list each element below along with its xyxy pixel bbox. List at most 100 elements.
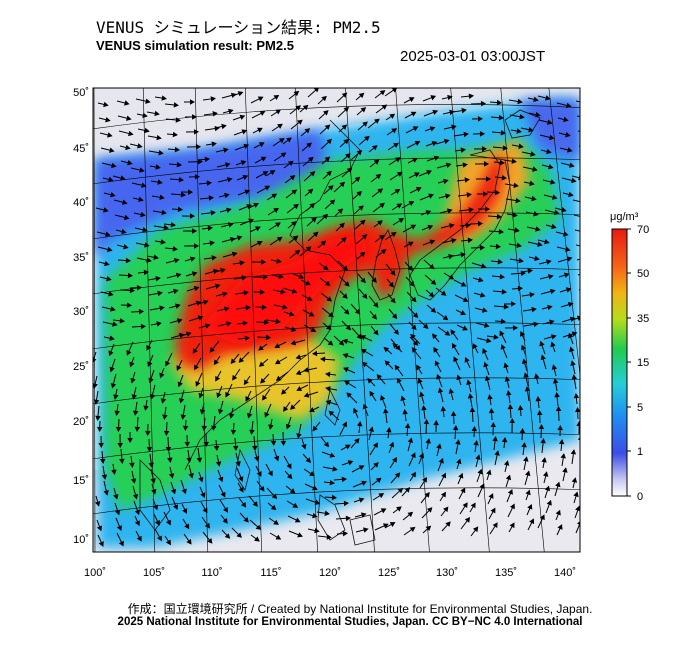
wind-arrow-head xyxy=(561,207,567,213)
wind-arrow-head xyxy=(407,437,414,444)
wind-arrow-head xyxy=(223,147,229,153)
wind-arrow-head xyxy=(482,307,488,313)
wind-arrow-head xyxy=(568,332,574,339)
wind-arrow-head xyxy=(539,514,545,521)
wind-arrow-head xyxy=(172,246,178,252)
wind-arrow-head xyxy=(396,506,402,512)
wind-arrow-head xyxy=(291,189,298,195)
wind-arrow-head xyxy=(422,323,429,329)
wind-arrow-head xyxy=(275,318,281,325)
wind-arrow-head xyxy=(274,359,281,365)
wind-arrow-head xyxy=(389,113,396,119)
wind-arrow-head xyxy=(428,193,434,199)
wind-arrow-head xyxy=(381,104,388,110)
wind-arrow-head xyxy=(394,189,401,195)
wind-arrow-head xyxy=(240,160,247,166)
wind-arrow-head xyxy=(280,288,286,295)
wind-arrow-head xyxy=(319,356,326,363)
wind-arrow-head xyxy=(108,291,114,297)
wind-arrow-head xyxy=(123,244,129,250)
wind-arrow-head xyxy=(455,439,461,445)
wind-arrow-head xyxy=(324,280,331,286)
wind-arrow-head xyxy=(343,309,350,315)
wind-arrow-head xyxy=(193,243,200,249)
wind-arrow-head xyxy=(460,310,466,316)
wind-arrow-head xyxy=(124,100,130,106)
wind-arrow-head xyxy=(238,486,244,493)
wind-arrow-head xyxy=(571,374,578,380)
wind-arrow-head xyxy=(136,535,142,542)
wind-arrow-head xyxy=(155,164,161,170)
wind-arrow-head xyxy=(342,530,349,537)
colorbar-tick-label: 15 xyxy=(637,357,649,369)
wind-arrow xyxy=(571,175,580,179)
wind-arrow-head xyxy=(275,109,282,115)
wind-arrow-head xyxy=(550,341,556,348)
wind-arrow-head xyxy=(165,360,171,367)
wind-arrow-head xyxy=(230,429,237,436)
wind-arrow-head xyxy=(531,306,537,313)
wind-arrow-head xyxy=(447,94,453,101)
wind-arrow-head xyxy=(402,409,408,415)
wind-arrow-head xyxy=(178,176,185,183)
wind-arrow-head xyxy=(239,260,245,266)
lat-tick-label: 15˚ xyxy=(73,475,89,487)
wind-arrow-head xyxy=(464,516,471,523)
wind-arrow-head xyxy=(342,293,348,299)
wind-arrow-head xyxy=(245,396,251,402)
wind-arrow-head xyxy=(377,188,384,194)
wind-arrow-head xyxy=(378,234,385,240)
wind-arrow-head xyxy=(167,457,173,463)
wind-arrow-head xyxy=(109,366,115,373)
wind-arrow-head xyxy=(307,156,314,163)
wind-arrow-head xyxy=(588,285,592,289)
wind-arrow-head xyxy=(569,346,575,353)
wind-arrow-head xyxy=(127,272,134,279)
wind-arrow-head xyxy=(202,507,208,514)
wind-arrow-head xyxy=(432,333,438,340)
wind-arrow-head xyxy=(369,390,375,397)
wind-arrow-head xyxy=(574,406,580,413)
wind-arrow-head xyxy=(521,442,527,448)
wind-arrow-head xyxy=(563,231,569,237)
wind-arrow-head xyxy=(448,388,455,394)
wind-arrow-head xyxy=(576,420,580,427)
wind-arrow-head xyxy=(484,322,490,328)
lon-tick-label: 110˚ xyxy=(201,567,222,579)
wind-arrow-head xyxy=(571,177,577,184)
wind-arrow-head xyxy=(328,410,335,417)
wind-arrow-head xyxy=(138,196,144,203)
wind-arrow-head xyxy=(130,377,136,384)
wind-arrow-head xyxy=(224,533,231,539)
wind-arrow-head xyxy=(473,440,479,446)
wind-arrow-head xyxy=(188,473,194,479)
wind-arrow-head xyxy=(302,104,309,111)
wind-arrow-head xyxy=(517,404,524,411)
wind-arrow-head xyxy=(206,180,212,186)
wind-arrow-head xyxy=(244,189,251,195)
wind-arrow-head xyxy=(200,492,206,499)
wind-arrow xyxy=(575,522,580,534)
wind-arrow-head xyxy=(458,472,464,479)
wind-arrow-head xyxy=(114,410,120,416)
wind-arrow-head xyxy=(481,146,488,152)
lon-tick-label: 130˚ xyxy=(436,567,458,579)
wind-arrow-head xyxy=(312,425,318,432)
wind-arrow-head xyxy=(131,394,137,400)
wind-arrow-head xyxy=(586,160,590,164)
wind-arrow-head xyxy=(198,392,204,399)
wind-arrow-head xyxy=(213,445,220,452)
wind-arrow-head xyxy=(216,392,222,399)
wind-arrow-head xyxy=(451,342,457,349)
wind-arrow-head xyxy=(297,119,303,125)
wind-arrow-head xyxy=(407,241,414,247)
wind-arrow-head xyxy=(203,441,209,448)
wind-arrow xyxy=(572,199,580,203)
wind-arrow-head xyxy=(260,259,267,265)
wind-arrow-head xyxy=(146,446,153,453)
wind-arrow-head xyxy=(426,507,433,513)
wind-arrow-head xyxy=(172,131,178,138)
wind-arrow-head xyxy=(278,138,285,144)
wind-arrow-head xyxy=(466,192,472,198)
wind-arrow-head xyxy=(341,476,348,483)
